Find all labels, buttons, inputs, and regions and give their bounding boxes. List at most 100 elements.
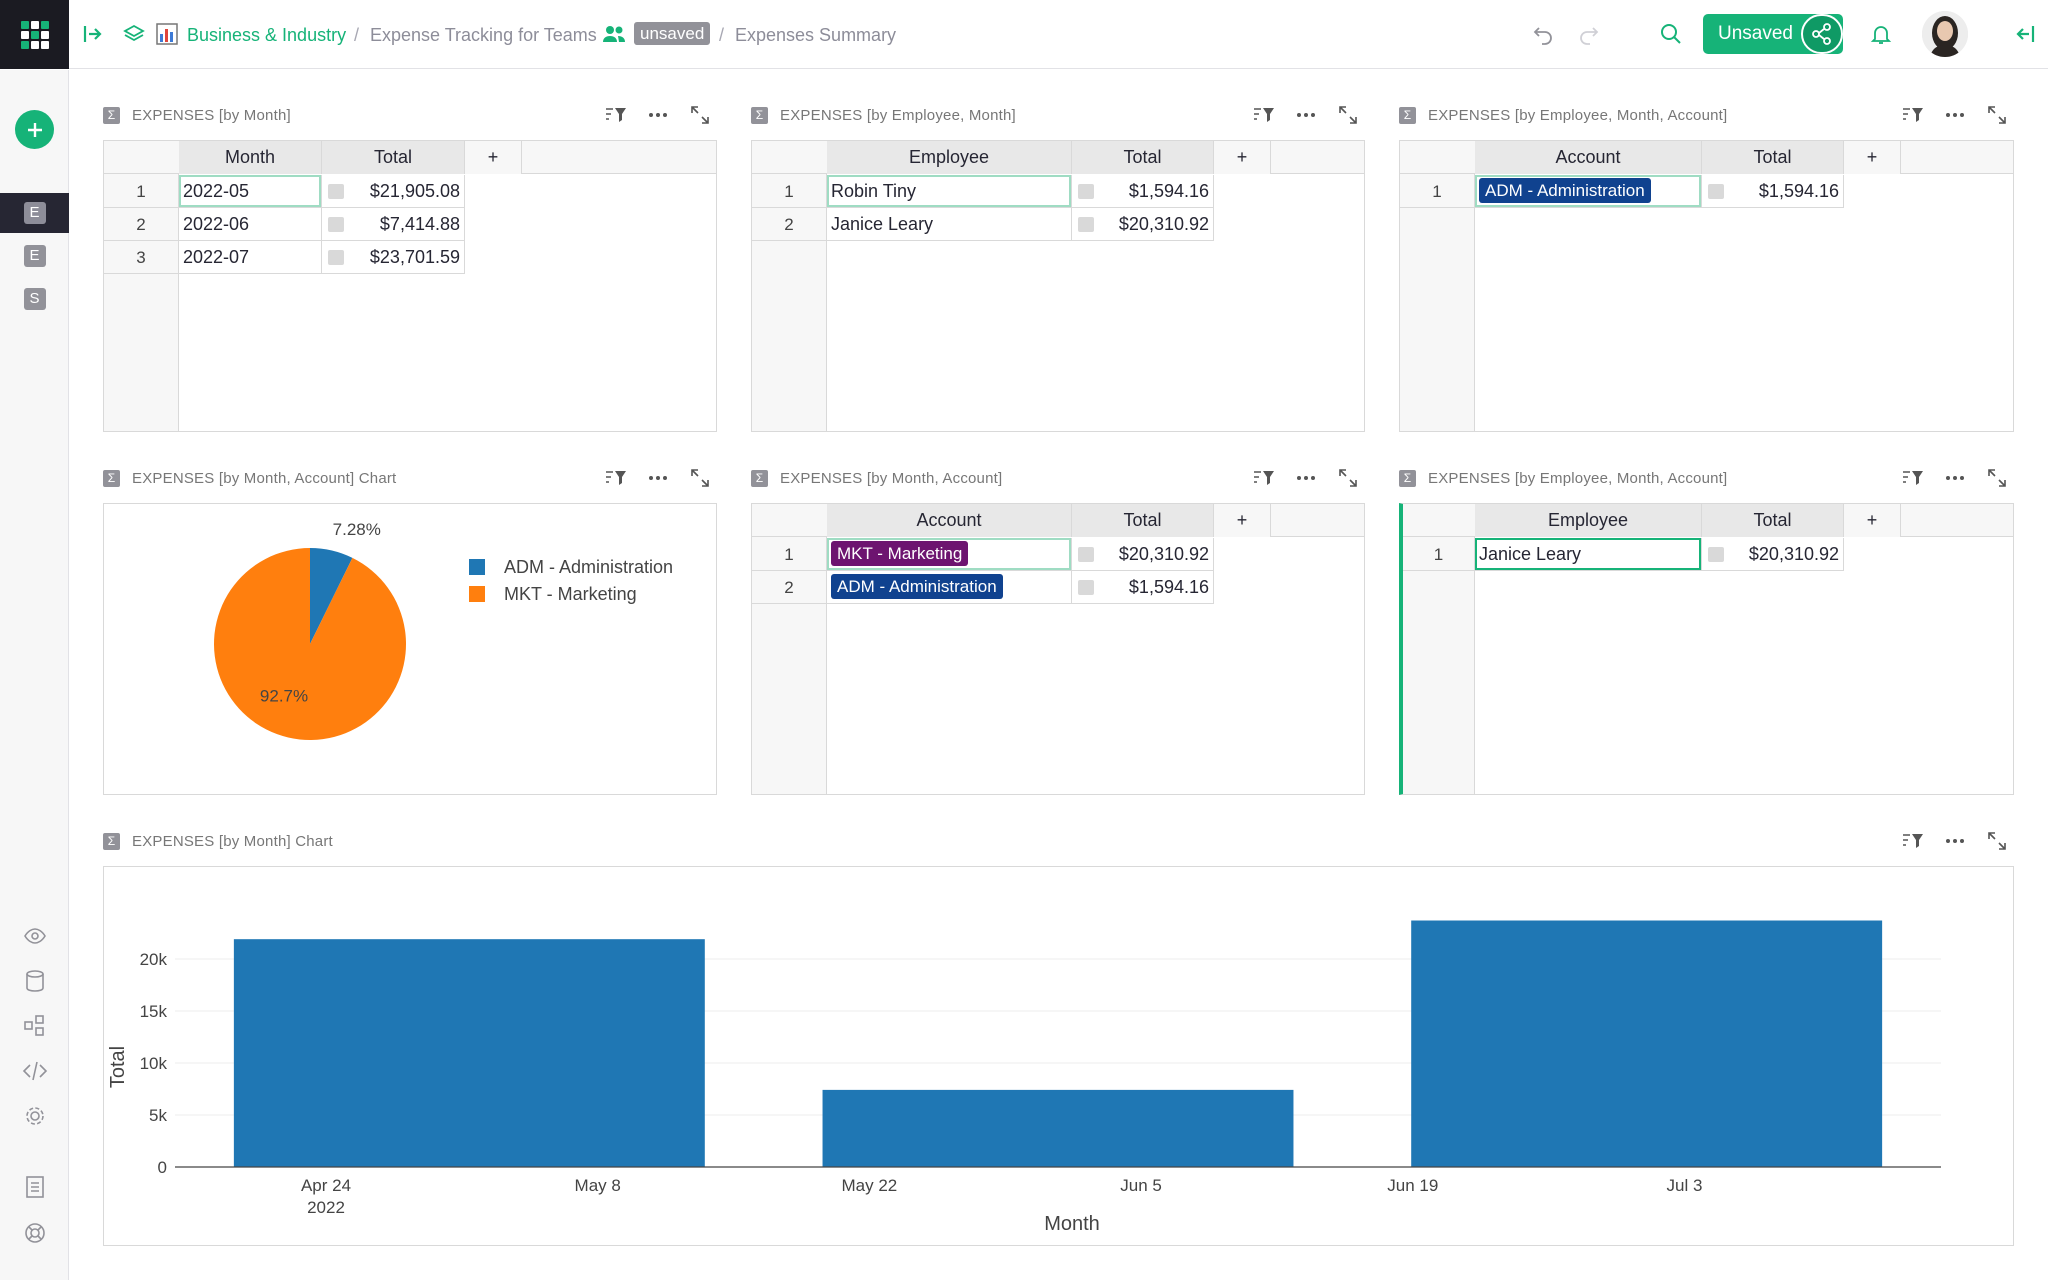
add-column-button[interactable]: +: [1844, 504, 1901, 537]
x-tick-label: May 22: [842, 1176, 898, 1195]
team-icon: [601, 20, 627, 48]
undo-icon[interactable]: [1529, 20, 1557, 48]
cell-total[interactable]: $20,310.92: [1702, 538, 1844, 571]
grid[interactable]: Month Total + 1 2022-05 $21,905.08 2 202…: [103, 140, 717, 432]
x-tick-label: Jun 5: [1120, 1176, 1162, 1195]
pie-slice[interactable]: [310, 548, 353, 644]
cell-employee[interactable]: Janice Leary: [1475, 538, 1702, 571]
database-icon[interactable]: [22, 968, 48, 994]
column-header-total[interactable]: Total: [1702, 141, 1844, 174]
expand-widget-icon[interactable]: [1984, 465, 2010, 491]
expand-widget-icon[interactable]: [1335, 465, 1361, 491]
add-column-button[interactable]: +: [1214, 504, 1271, 537]
expand-widget-icon[interactable]: [1335, 102, 1361, 128]
share-button-label: Unsaved: [1718, 23, 1793, 44]
sort-filter-icon[interactable]: [1251, 465, 1277, 491]
expand-widget-icon[interactable]: [687, 465, 713, 491]
cell-total[interactable]: $20,310.92: [1072, 208, 1214, 241]
page-item-summary[interactable]: S: [0, 279, 69, 319]
more-options-icon[interactable]: [1942, 465, 1968, 491]
sort-filter-icon[interactable]: [603, 465, 629, 491]
pie-chart-area[interactable]: 7.28% 92.7% ADM - Administration MKT - Mark…: [103, 503, 717, 795]
breadcrumb-doc[interactable]: Expense Tracking for Teams: [370, 25, 597, 45]
column-header-month[interactable]: Month: [179, 141, 322, 174]
more-options-icon[interactable]: [1942, 102, 1968, 128]
page-item-expenses-2[interactable]: E: [0, 236, 69, 276]
bell-icon[interactable]: [1867, 20, 1895, 48]
redo-icon[interactable]: [1575, 20, 1603, 48]
more-options-icon[interactable]: [1293, 465, 1319, 491]
add-column-button[interactable]: +: [1844, 141, 1901, 174]
expand-widget-icon[interactable]: [1984, 828, 2010, 854]
eye-icon[interactable]: [22, 923, 48, 949]
column-header-total[interactable]: Total: [1702, 504, 1844, 537]
sort-filter-icon[interactable]: [1251, 102, 1277, 128]
cell-total[interactable]: $1,594.16: [1702, 175, 1844, 208]
cell-account[interactable]: ADM - Administration: [827, 571, 1072, 604]
breadcrumb-separator: /: [719, 25, 725, 45]
widget-title: Σ EXPENSES [by Month, Account] Chart: [103, 464, 396, 492]
bar[interactable]: [233, 939, 705, 1167]
expand-widget-icon[interactable]: [687, 102, 713, 128]
widget-title: Σ EXPENSES [by Employee, Month]: [751, 101, 1016, 129]
column-header-employee[interactable]: Employee: [827, 141, 1072, 174]
cell-month[interactable]: 2022-06: [179, 208, 322, 241]
page-badge: S: [23, 288, 46, 310]
layers-icon[interactable]: [120, 20, 148, 48]
cell-total[interactable]: $21,905.08: [322, 175, 465, 208]
grid[interactable]: Employee Total + 1 Janice Leary $20,310.…: [1399, 503, 2014, 795]
collapse-panel-icon[interactable]: [2012, 20, 2040, 48]
avatar[interactable]: [1922, 11, 1968, 57]
column-header-account[interactable]: Account: [827, 504, 1072, 537]
cell-total[interactable]: $1,594.16: [1072, 571, 1214, 604]
page-item-expenses-1[interactable]: E: [0, 193, 69, 233]
column-header-total[interactable]: Total: [1072, 141, 1214, 174]
settings-gear-icon[interactable]: [22, 1103, 48, 1129]
code-icon[interactable]: [22, 1058, 48, 1084]
cell-employee[interactable]: Robin Tiny: [827, 175, 1072, 208]
expand-widget-icon[interactable]: [1984, 102, 2010, 128]
cell-month[interactable]: 2022-05: [179, 175, 322, 208]
more-options-icon[interactable]: [1293, 102, 1319, 128]
column-header-total[interactable]: Total: [322, 141, 465, 174]
sort-filter-icon[interactable]: [1900, 102, 1926, 128]
cell-total[interactable]: $7,414.88: [322, 208, 465, 241]
widget-expenses-by-employee-month: Σ EXPENSES [by Employee, Month] Employee…: [751, 101, 1365, 432]
grid[interactable]: Account Total + 1 ADM - Administration $…: [1399, 140, 2014, 432]
cell-account[interactable]: MKT - Marketing: [827, 538, 1072, 571]
cell-total[interactable]: $23,701.59: [322, 241, 465, 274]
search-icon[interactable]: [1657, 20, 1685, 48]
pie-data-label: 7.28%: [333, 520, 381, 539]
add-new-button[interactable]: [15, 110, 54, 149]
sort-filter-icon[interactable]: [1900, 828, 1926, 854]
share-button[interactable]: Unsaved: [1703, 14, 1843, 54]
bar-chart-area[interactable]: 0 5k 10k 15k 20k Apr 24 May 8 May 22 Jun 5 Jun 19…: [103, 866, 2014, 1246]
more-options-icon[interactable]: [645, 465, 671, 491]
cell-total[interactable]: $20,310.92: [1072, 538, 1214, 571]
sort-filter-icon[interactable]: [1900, 465, 1926, 491]
cell-month[interactable]: 2022-07: [179, 241, 322, 274]
cell-total[interactable]: $1,594.16: [1072, 175, 1214, 208]
help-lifebuoy-icon[interactable]: [22, 1220, 48, 1246]
cell-account[interactable]: ADM - Administration: [1475, 175, 1702, 208]
breadcrumb-page: Expenses Summary: [735, 25, 897, 45]
bar[interactable]: [822, 1089, 1294, 1167]
add-column-button[interactable]: +: [465, 141, 522, 174]
add-column-button[interactable]: +: [1214, 141, 1271, 174]
breadcrumb-org[interactable]: Business & Industry: [187, 25, 347, 45]
pie-slice[interactable]: [214, 548, 406, 740]
widgets-icon[interactable]: [22, 1013, 48, 1039]
app-logo[interactable]: [0, 0, 69, 69]
document-icon[interactable]: [22, 1174, 48, 1200]
column-header-account[interactable]: Account: [1475, 141, 1702, 174]
column-header-total[interactable]: Total: [1072, 504, 1214, 537]
cell-employee[interactable]: Janice Leary: [827, 208, 1072, 241]
grid[interactable]: Employee Total + 1 Robin Tiny $1,594.16 …: [751, 140, 1365, 432]
grid[interactable]: Account Total + 1 MKT - Marketing $20,31…: [751, 503, 1365, 795]
more-options-icon[interactable]: [645, 102, 671, 128]
expand-panel-icon[interactable]: [78, 20, 106, 48]
bar[interactable]: [1411, 920, 1883, 1167]
more-options-icon[interactable]: [1942, 828, 1968, 854]
sort-filter-icon[interactable]: [603, 102, 629, 128]
column-header-employee[interactable]: Employee: [1475, 504, 1702, 537]
